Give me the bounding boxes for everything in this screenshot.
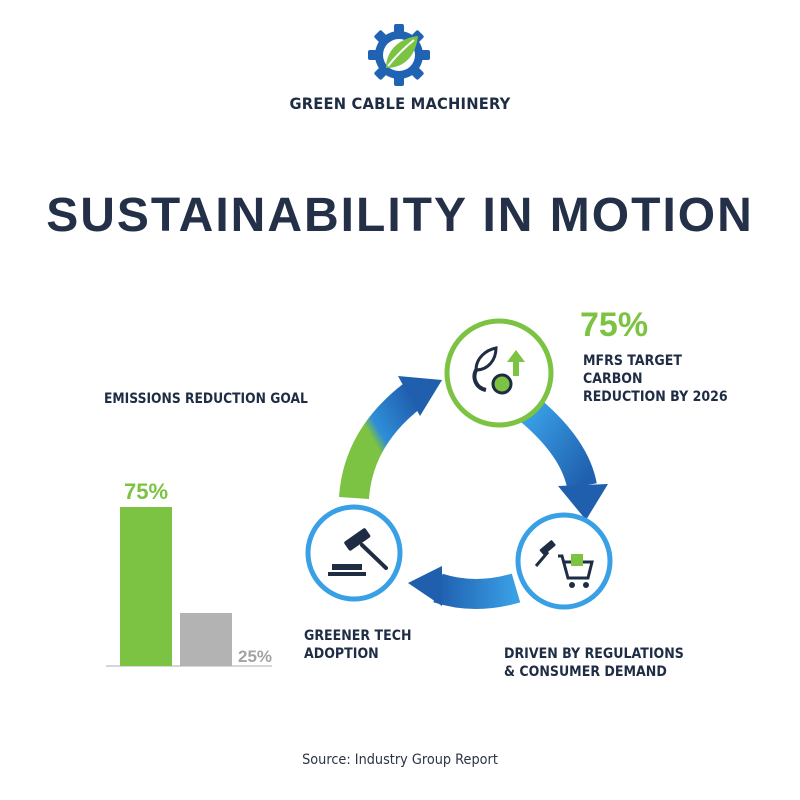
gavel-icon — [328, 528, 388, 576]
cycle-diagram — [305, 318, 613, 610]
stat-line-1: MFRS TARGET — [583, 353, 682, 369]
chart-data-label-2: 25% — [238, 647, 272, 666]
cycle-node-bottom-left — [305, 504, 403, 602]
gear-leaf-logo-icon — [368, 24, 430, 86]
stat-line-3: REDUCTION BY 2026 — [583, 389, 728, 405]
leaf-co2-arrow-icon — [472, 346, 525, 395]
page-title: SUSTAINABILITY IN MOTION — [46, 189, 754, 242]
chart-data-label-1: 75% — [124, 479, 168, 504]
cycle-arrowhead-left — [398, 376, 442, 416]
cycle-node-top — [444, 318, 554, 428]
cycle-label-line: DRIVEN BY REGULATIONS — [504, 646, 684, 662]
cycle-label-regulations: DRIVEN BY REGULATIONS & CONSUMER DEMAND — [504, 645, 720, 681]
stat-description: MFRS TARGET CARBON REDUCTION BY 2026 — [583, 352, 772, 406]
cycle-arrowhead-right — [558, 484, 608, 520]
cycle-label-line: GREENER TECH — [304, 628, 412, 644]
emissions-bar-chart: 75% 25% — [106, 479, 272, 667]
stat-line-2: CARBON — [583, 371, 643, 387]
cycle-arrow-bottom — [433, 573, 521, 609]
cycle-node-bottom-right — [515, 512, 613, 610]
cycle-label-greener-tech: GREENER TECH ADOPTION — [304, 627, 448, 663]
cycle-arrow-left — [339, 384, 422, 500]
chart-bar-2 — [180, 613, 232, 666]
stat-value: 75% — [580, 306, 649, 344]
chart-bar-1 — [120, 507, 172, 666]
cycle-label-line: & CONSUMER DEMAND — [504, 664, 667, 680]
chart-title: EMISSIONS REDUCTION GOAL — [104, 391, 308, 407]
cycle-arrowhead-bottom — [408, 566, 442, 606]
brand-name: GREEN CABLE MACHINERY — [289, 94, 511, 113]
gavel-cart-icon — [534, 540, 594, 588]
source-note: Source: Industry Group Report — [302, 752, 498, 768]
cycle-label-line: ADOPTION — [304, 646, 379, 662]
cycle-arrow-right — [520, 398, 597, 490]
